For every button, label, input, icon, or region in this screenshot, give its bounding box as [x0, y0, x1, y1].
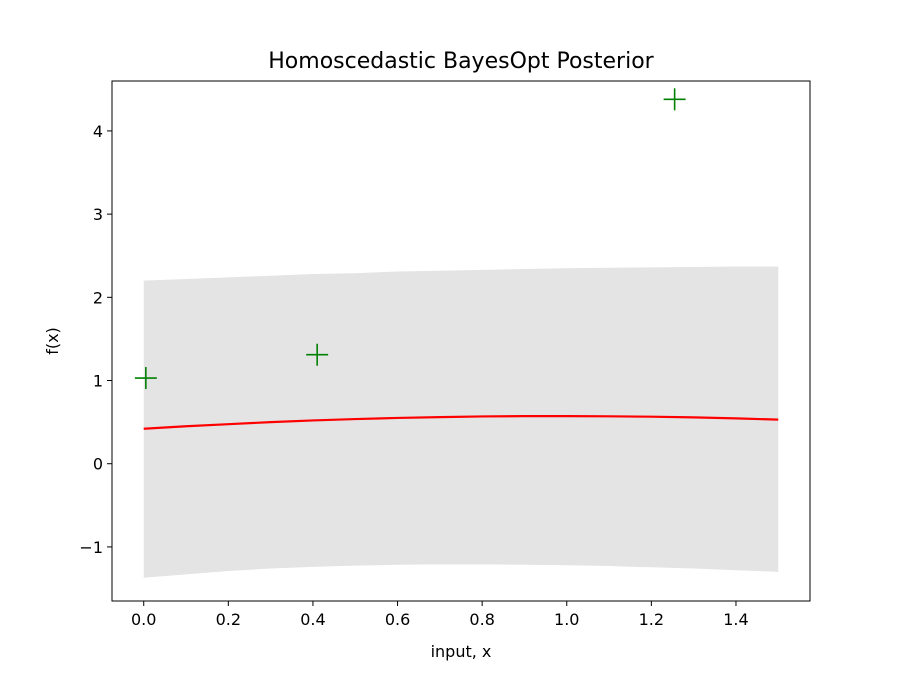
observation-marker	[663, 88, 686, 111]
x-tick-label: 0.4	[300, 610, 325, 629]
observation-marker	[134, 367, 157, 390]
posterior-mean-line	[143, 415, 779, 430]
x-tick-label: 1.0	[554, 610, 579, 629]
chart-title: Homoscedastic BayesOpt Posterior	[268, 49, 654, 74]
x-axis-label: input, x	[431, 642, 492, 661]
y-tick-label: −1	[79, 538, 103, 557]
x-tick-label: 0.6	[385, 610, 410, 629]
x-tick-label: 1.2	[639, 610, 664, 629]
y-axis-label: f(x)	[43, 327, 62, 355]
axes-frame	[111, 80, 811, 602]
x-tick-label: 0.2	[216, 610, 241, 629]
x-tick-label: 0.8	[469, 610, 494, 629]
y-tick-label: 2	[93, 288, 103, 307]
y-tick-label: 0	[93, 455, 103, 474]
x-axis-ticks: 0.0 0.2 0.4 0.6 0.8 1.0 1.2 1.4	[131, 601, 749, 629]
confidence-band	[143, 266, 779, 578]
plot-area	[134, 88, 779, 578]
y-axis-ticks: −1 0 1 2 3 4	[79, 122, 112, 557]
x-tick-label: 0.0	[131, 610, 156, 629]
y-tick-label: 1	[93, 372, 103, 391]
y-tick-label: 3	[93, 205, 103, 224]
x-tick-label: 1.4	[723, 610, 748, 629]
observation-marker	[306, 343, 329, 366]
y-tick-label: 4	[93, 122, 103, 141]
